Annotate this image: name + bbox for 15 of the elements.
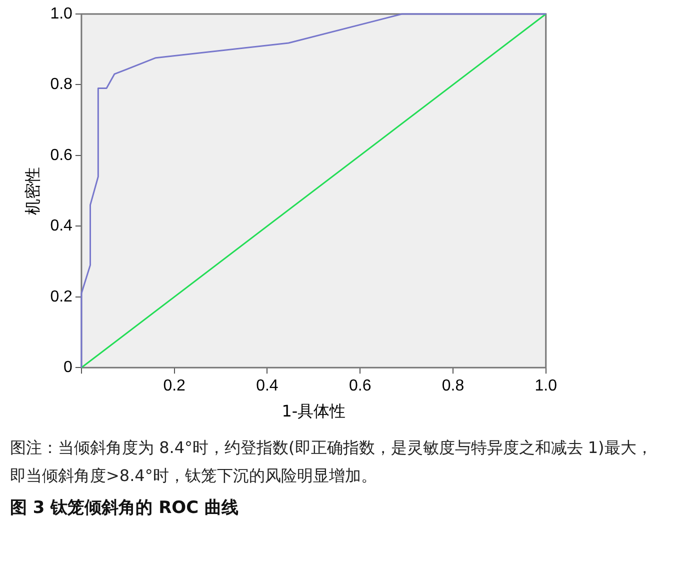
y-axis-title: 机密性 [22,166,42,215]
y-tick-label: 0 [64,359,73,376]
y-tick-label: 0.4 [50,218,73,235]
x-axis-title: 1-具体性 [282,402,346,421]
text: 图 3 钛笼倾斜角的 ROC 曲线 [10,497,240,519]
x-tick-label: 0.8 [442,378,464,395]
y-tick-label: 0.8 [50,76,73,94]
y-tick-label: 1.0 [50,5,73,22]
x-tick-label: 0.4 [256,378,278,395]
x-tick-label: 0.6 [348,378,372,395]
x-tick-label: 1.0 [534,378,558,395]
text: 图注：当倾斜角度为 8.4°时，约登指数(即正确指数，是灵敏度与特异度之和减去 1)最大，即当倾斜角度>8.4°时，钛笼下沉的风险明显增加。 [10,437,654,487]
x-tick-label: 0.2 [163,378,186,395]
y-tick-label: 0.6 [50,146,73,164]
y-tick-label: 0.2 [50,288,73,306]
